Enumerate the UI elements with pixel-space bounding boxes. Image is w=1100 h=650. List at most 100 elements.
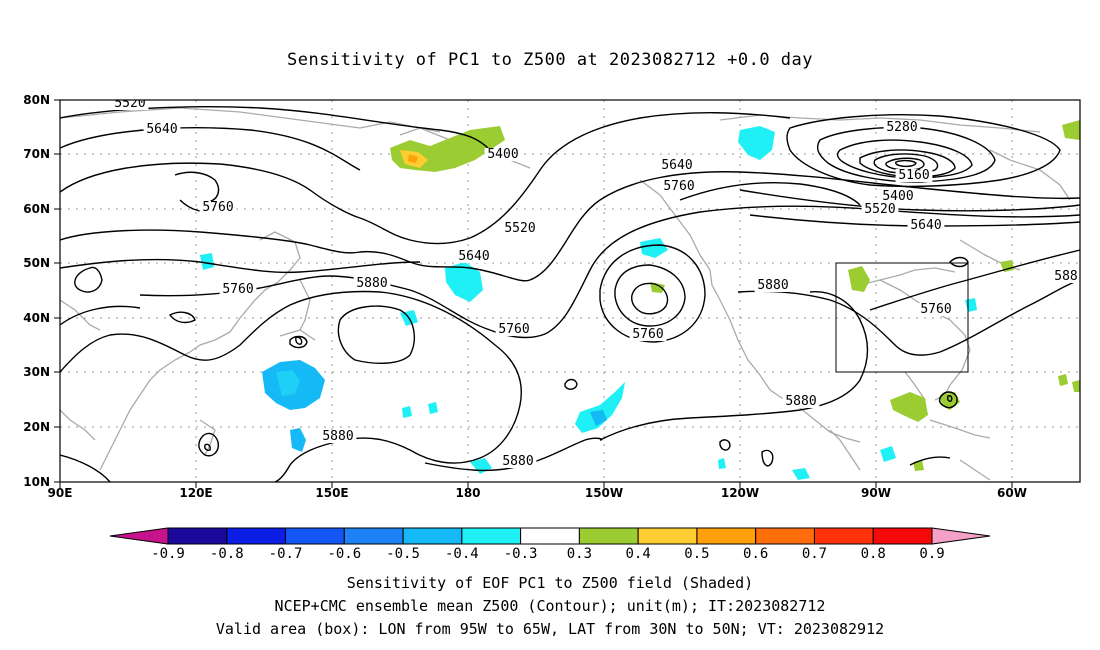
page-title: Sensitivity of PC1 to Z500 at 2023082712… (286, 50, 813, 70)
lat-tick-label: 80N (23, 93, 50, 107)
contour-label: 5520 (501, 221, 539, 236)
contour-label-text: 5760 (498, 322, 529, 337)
contour-label-bg (484, 148, 522, 161)
lat-tick-label: 50N (23, 256, 50, 270)
colorbar: -0.9 -0.8 -0.7 -0.6 -0.5 -0.4 -0.3 0.3 0.4 0.5 0.6… (109, 527, 991, 562)
contour-label-bg (501, 222, 539, 235)
contour-label: 5640 (658, 158, 696, 173)
lat-tick-label: 30N (23, 365, 50, 379)
lat-tick-label: 20N (23, 420, 50, 434)
lat-tick-label: 70N (23, 147, 50, 161)
contour-label: 5760 (917, 302, 955, 317)
contour-label-bg (111, 100, 149, 110)
contour-label-text: 5760 (920, 302, 951, 317)
lon-tick-label: 180 (455, 486, 480, 500)
contour-label-text: 5640 (661, 158, 692, 173)
lon-tick-label: 120E (179, 486, 212, 500)
contour-label-text: 5760 (222, 282, 253, 297)
contour-label-bg (895, 169, 933, 182)
colorbar-cell (167, 527, 228, 545)
lat-tick-label: 40N (23, 311, 50, 325)
caption-valid-area: Valid area (box): LON from 95W to 65W, L… (215, 620, 885, 638)
lon-tick-label: 150W (585, 486, 623, 500)
colorbar-cell (402, 527, 463, 545)
contour-label: 5760 (660, 179, 698, 194)
contour-label: 5880 (782, 394, 820, 409)
colorbar-label: -0.3 (504, 546, 538, 562)
contour-label-bg (495, 323, 533, 336)
contour-label-text: 5760 (663, 179, 694, 194)
colorbar-label: -0.5 (386, 546, 420, 562)
contour-label-bg (629, 328, 667, 341)
contour-label-text: 5520 (864, 202, 895, 217)
contour-label: 5880 (319, 429, 357, 444)
contour-label-bg (499, 455, 537, 468)
contour-label: 5760 (495, 322, 533, 337)
lon-tick-label: 120W (721, 486, 759, 500)
lon-tick-label: 60W (997, 486, 1027, 500)
colorbar-label: -0.4 (445, 546, 479, 562)
colorbar-label: -0.9 (151, 546, 185, 562)
lat-tick-label: 60N (23, 202, 50, 216)
contour-label: 5880 (754, 278, 792, 293)
contour-label-bg (319, 430, 357, 443)
axis-ticks (54, 99, 1013, 488)
contour-label: 588 (1051, 269, 1080, 284)
contour-label-text: 5760 (202, 200, 233, 215)
map-frame (59, 99, 1081, 483)
contour-label-bg (907, 219, 945, 232)
contour-label: 5760 (629, 327, 667, 342)
colorbar-label: -0.6 (327, 546, 361, 562)
contour-label-text: 5640 (146, 122, 177, 137)
colorbar-cell (226, 527, 287, 545)
colorbar-cell (637, 527, 698, 545)
contour-label-text: 5760 (632, 327, 663, 342)
lon-axis-labels: 90E 120E 150E 180 150W 120W 90W 60W (48, 486, 1027, 500)
colorbar-label: -0.8 (210, 546, 244, 562)
contour-label: 5640 (143, 122, 181, 137)
colorbar-high-extension (931, 527, 991, 545)
contour-label: 5400 (879, 189, 917, 204)
contour-label: 5280 (883, 120, 921, 135)
contour-label-text: 5400 (882, 189, 913, 204)
contour-label-bg (1051, 270, 1080, 283)
contour-label-text: 5640 (910, 218, 941, 233)
lon-tick-label: 90E (48, 486, 73, 500)
contour-label-text: 5160 (898, 168, 929, 183)
contour-label: 5880 (353, 276, 391, 291)
colorbar-label: -0.7 (269, 546, 303, 562)
lon-tick-label: 90W (861, 486, 891, 500)
colorbar-cell (520, 527, 580, 545)
colorbar-label: 0.3 (567, 546, 592, 562)
colorbar-cell (343, 527, 404, 545)
contour-label-bg (455, 250, 493, 263)
contour-label-text: 5520 (114, 96, 145, 111)
lat-axis-labels: 80N 70N 60N 50N 40N 30N 20N 10N (23, 93, 50, 489)
caption-shading: Sensitivity of EOF PC1 to Z500 field (Sh… (346, 574, 754, 592)
contour-label-text: 5880 (785, 394, 816, 409)
contour-label-text: 588 (1054, 269, 1077, 284)
contour-label-bg (143, 123, 181, 136)
contour-label-bg (861, 203, 899, 216)
contour-label: 5640 (907, 218, 945, 233)
contour-label: 5160 (895, 168, 933, 183)
contour-label-text: 5880 (322, 429, 353, 444)
contour-label-bg (219, 283, 257, 296)
contour-label-bg (782, 395, 820, 408)
contour-label-bg (879, 190, 917, 203)
colorbar-low-extension (109, 527, 169, 545)
contour-label: 5520 (861, 202, 899, 217)
contour-label-bg (353, 277, 391, 290)
contour-label-text: 5880 (502, 454, 533, 469)
contour-label-text: 5880 (757, 278, 788, 293)
colorbar-label: 0.6 (743, 546, 768, 562)
lat-tick-label: 10N (23, 475, 50, 489)
contour-label: 5400 (484, 147, 522, 162)
lon-tick-label: 150E (315, 486, 348, 500)
colorbar-cell (872, 527, 933, 545)
contour-label-bg (917, 303, 955, 316)
contour-label-text: 5640 (458, 249, 489, 264)
valid-area-box (835, 262, 969, 373)
contour-label: 5760 (199, 200, 237, 215)
